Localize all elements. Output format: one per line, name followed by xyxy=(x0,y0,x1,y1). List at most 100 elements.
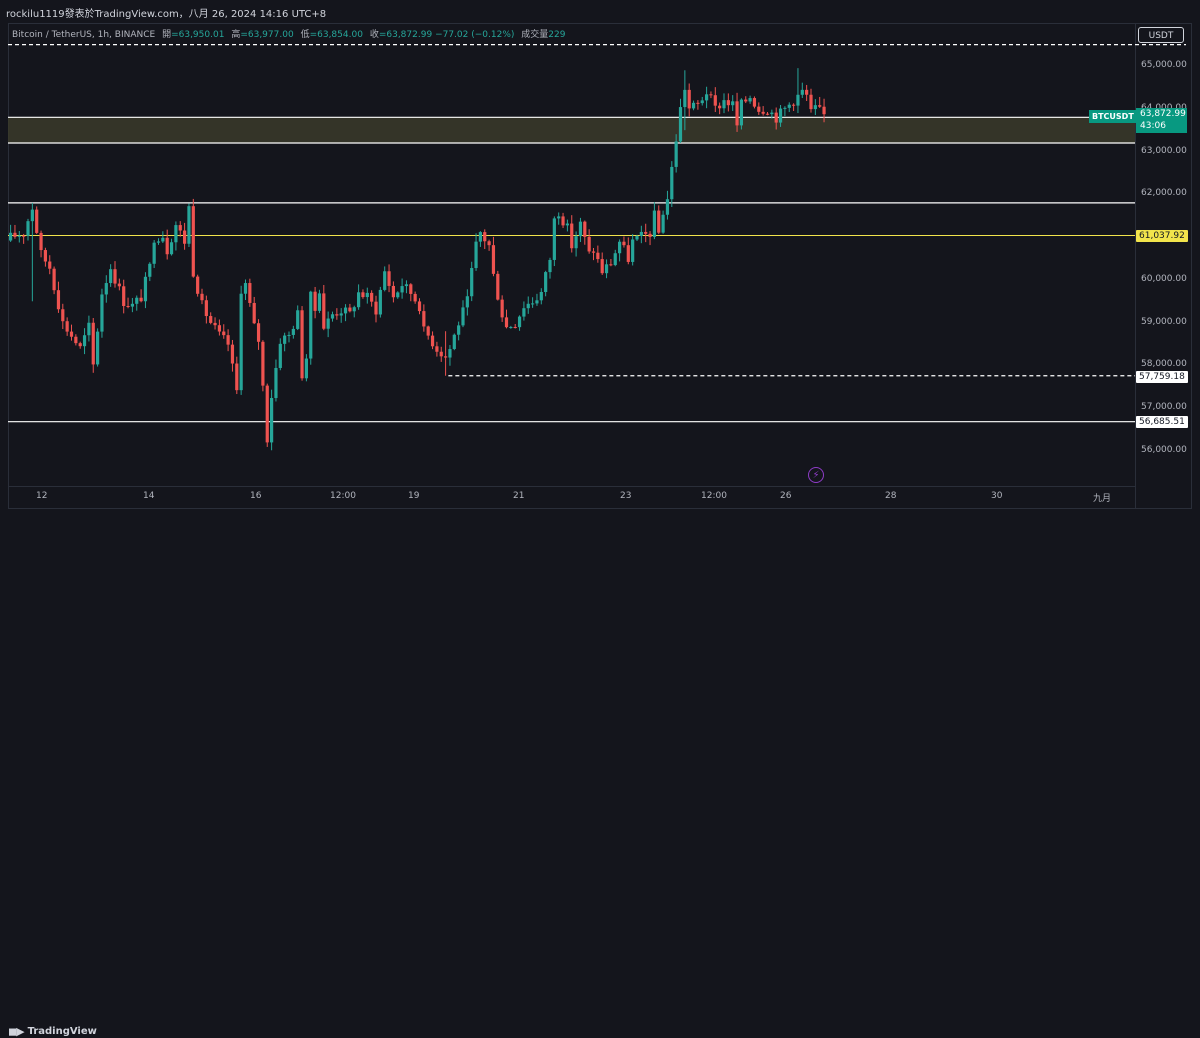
candle-body xyxy=(591,251,596,253)
candlestick-chart[interactable] xyxy=(0,0,1200,536)
candle-body xyxy=(61,309,65,322)
candle-body xyxy=(374,301,378,315)
candle-body xyxy=(461,307,465,326)
candle-body xyxy=(796,94,800,106)
header-bar: rockilu1119發表於TradingView.com，八月 26, 202… xyxy=(0,0,1200,22)
candle-body xyxy=(465,296,469,308)
open-label: 開 xyxy=(162,30,172,40)
candle-body xyxy=(417,301,422,312)
candle-body xyxy=(404,284,409,287)
candle-body xyxy=(613,253,617,266)
candle-body xyxy=(270,398,274,443)
candle-body xyxy=(544,272,548,292)
candle-body xyxy=(396,292,400,298)
price-tick-label: 64,000.00 xyxy=(1141,103,1187,113)
candle-body xyxy=(130,303,134,307)
lightning-icon[interactable]: ⚡ xyxy=(808,467,824,483)
candle-body xyxy=(357,292,361,308)
price-axis-divider xyxy=(1135,23,1136,509)
candle-body xyxy=(26,221,30,236)
candle-body xyxy=(813,105,817,110)
candle-body xyxy=(213,322,217,326)
currency-button[interactable]: USDT xyxy=(1138,27,1184,43)
time-tick-label: 12 xyxy=(36,491,48,501)
chart-frame xyxy=(8,23,1192,509)
candle-body xyxy=(48,261,52,269)
candle-body xyxy=(470,268,474,297)
candle-body xyxy=(452,334,456,350)
time-tick-label: 26 xyxy=(780,491,792,501)
candle-body xyxy=(352,307,356,312)
candle-body xyxy=(326,318,330,329)
candle-body xyxy=(444,356,448,358)
current-price-tag: 63,872.99 43:06 xyxy=(1136,108,1187,133)
publish-attribution: rockilu1119發表於TradingView.com，八月 26, 202… xyxy=(6,9,327,20)
candle-body xyxy=(283,335,287,344)
candle-body xyxy=(674,141,678,167)
low-value: =63,854.00 xyxy=(309,30,363,40)
candle-body xyxy=(100,294,104,332)
candle-body xyxy=(474,241,478,269)
time-tick-label: 12:00 xyxy=(701,491,727,501)
volume-value: 229 xyxy=(548,30,566,40)
candle-body xyxy=(596,252,600,260)
price-tick-label: 60,000.00 xyxy=(1141,273,1187,284)
close-value: =63,872.99 xyxy=(378,30,433,40)
candle-body xyxy=(56,290,61,310)
time-tick-label: 19 xyxy=(408,491,420,501)
candle-body xyxy=(757,106,761,112)
price-tick-label: 59,000.00 xyxy=(1141,316,1187,327)
price-tick-label: 65,000.00 xyxy=(1141,60,1187,70)
candle-body xyxy=(87,322,91,336)
price-tick-label: 62,000.00 xyxy=(1141,188,1187,199)
candle-body xyxy=(748,98,752,102)
time-tick-label: 23 xyxy=(620,491,632,501)
candle-body xyxy=(557,216,561,219)
candle-body xyxy=(187,206,191,244)
candle-body xyxy=(761,111,765,114)
candle-body xyxy=(783,107,787,109)
candle-body xyxy=(139,297,143,302)
candle-body xyxy=(17,235,21,237)
candle-body xyxy=(661,214,665,233)
candle-body xyxy=(309,291,313,359)
candle-body xyxy=(196,276,200,294)
candle-body xyxy=(800,89,804,95)
candle-body xyxy=(504,317,509,328)
symbol-name[interactable]: Bitcoin / TetherUS, 1h, BINANCE xyxy=(12,30,156,40)
price-tick-label: 56,000.00 xyxy=(1141,445,1187,455)
candle-body xyxy=(169,242,174,255)
candle-body xyxy=(752,98,757,107)
time-tick-label: 12:00 xyxy=(330,491,356,501)
candle-body xyxy=(535,300,539,304)
candle-body xyxy=(626,245,630,262)
candle-body xyxy=(426,326,430,336)
candle-body xyxy=(135,297,139,304)
yellow-level-tag: 61,037.92 xyxy=(1136,230,1188,242)
candle-body xyxy=(787,104,791,108)
candle-body xyxy=(457,325,461,335)
candle-body xyxy=(709,94,713,96)
candle-body xyxy=(230,344,235,364)
candle-body xyxy=(296,310,300,329)
candle-body xyxy=(731,101,735,106)
dashed-low-tag: 57,759.18 xyxy=(1136,371,1188,383)
candle-body xyxy=(104,283,108,295)
candle-body xyxy=(65,321,69,332)
candle-body xyxy=(178,225,182,231)
candle-body xyxy=(770,112,774,115)
bar-countdown: 43:06 xyxy=(1140,121,1166,131)
candle-body xyxy=(378,289,382,315)
candle-body xyxy=(531,303,535,305)
candle-body xyxy=(13,232,17,237)
candle-body xyxy=(265,385,269,443)
time-tick-label: 14 xyxy=(143,491,155,501)
candle-body xyxy=(570,223,574,249)
candle-body xyxy=(387,271,391,286)
brand-name: TradingView xyxy=(27,1026,97,1037)
candle-body xyxy=(96,331,100,365)
tradingview-logo[interactable]: ◼▶ TradingView xyxy=(8,1025,97,1038)
candle-body xyxy=(222,331,226,336)
candle-body xyxy=(522,308,526,317)
candle-body xyxy=(91,322,95,365)
